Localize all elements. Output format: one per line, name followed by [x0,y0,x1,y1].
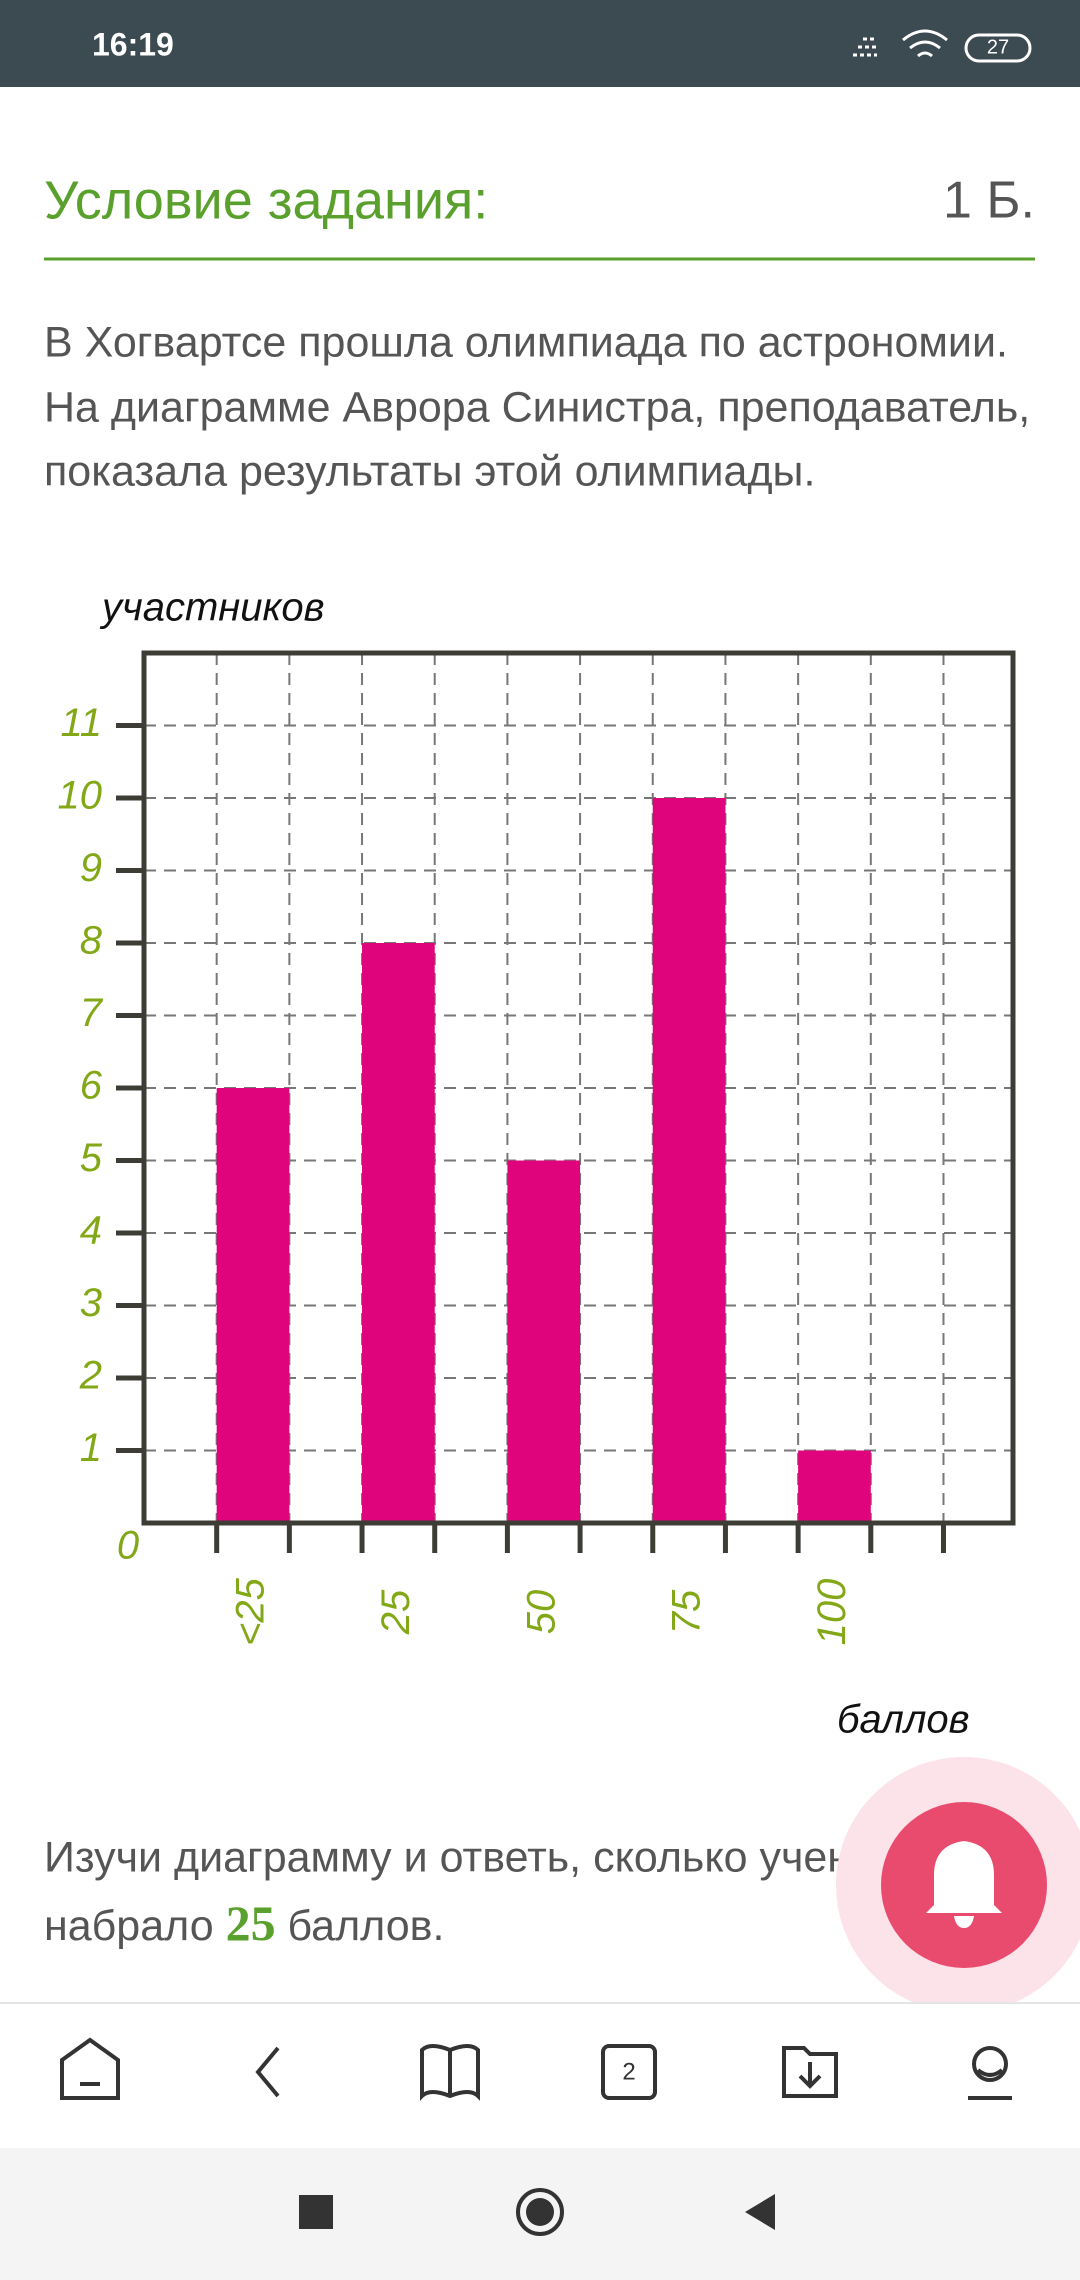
nav-profile[interactable] [972,2046,1008,2082]
y-tick-label: 11 [60,701,102,745]
x-tick-label: 75 [665,1589,709,1634]
y-tick-label: 1 [80,1426,102,1470]
nav-tabs[interactable] [601,2044,657,2100]
tab-count: 2 [622,2058,635,2085]
nav-back[interactable] [255,2046,280,2098]
task-line: В Хогвартсе прошла олимпиада по астроном… [44,318,1008,366]
chart: 0 1 2 3 4 5 6 7 8 9 10 11 <25 25 50 75 100 участников балл… [58,586,1016,1742]
question-line: Изучи диаграмму и ответь, сколько учени [44,1833,875,1881]
bar [507,1160,581,1523]
nav-downloads[interactable] [782,2046,838,2098]
bar [216,1088,290,1523]
y-tick-label: 0 [117,1524,139,1568]
nav-book[interactable] [420,2044,480,2101]
x-tick-label: <25 [229,1577,273,1646]
sys-home-dot [526,2198,554,2226]
header-title: Условие задания: [44,170,488,230]
nav-home[interactable] [60,2037,120,2100]
question-line: набрало 25 баллов. [44,1895,444,1951]
x-tick-label: 25 [374,1589,418,1635]
nav-icons [60,2037,1012,2101]
sys-home[interactable] [516,2188,564,2236]
y-tick-label: 9 [80,846,102,890]
y-tick-label: 3 [80,1281,102,1325]
time: 16:19 [92,26,174,62]
question-text: набрало [44,1902,214,1950]
bar [362,943,435,1523]
task-line: показала результаты этой олимпиады. [44,447,815,495]
bottom-nav [0,2003,1080,2148]
x-axis-label: баллов [837,1698,970,1742]
status-bar [0,0,1080,87]
x-tick-label: 50 [519,1590,563,1635]
y-axis-label: участников [99,586,325,630]
bar [798,1450,871,1523]
bar [652,798,726,1523]
plot-frame [141,650,1016,1526]
battery: 27 [987,36,1009,58]
y-tick-label: 10 [58,774,103,818]
status-icons [853,29,1032,63]
question-text: баллов. [288,1902,445,1950]
bell-icon [926,1841,1002,1928]
sys-back[interactable] [745,2194,775,2230]
y-tick-label: 8 [80,919,103,963]
x-tick-label: 100 [810,1579,854,1646]
question-number: 25 [226,1895,276,1951]
points: 1 Б. [943,172,1035,230]
y-tick-label: 6 [80,1064,103,1108]
y-tick-label: 5 [80,1136,103,1180]
task-line: На диаграмме Аврора Синистра, преподават… [44,383,1030,431]
sys-recents[interactable] [299,2195,333,2229]
y-tick-label: 4 [80,1209,102,1253]
y-tick-label: 2 [79,1354,102,1398]
y-tick-label: 7 [80,991,104,1035]
